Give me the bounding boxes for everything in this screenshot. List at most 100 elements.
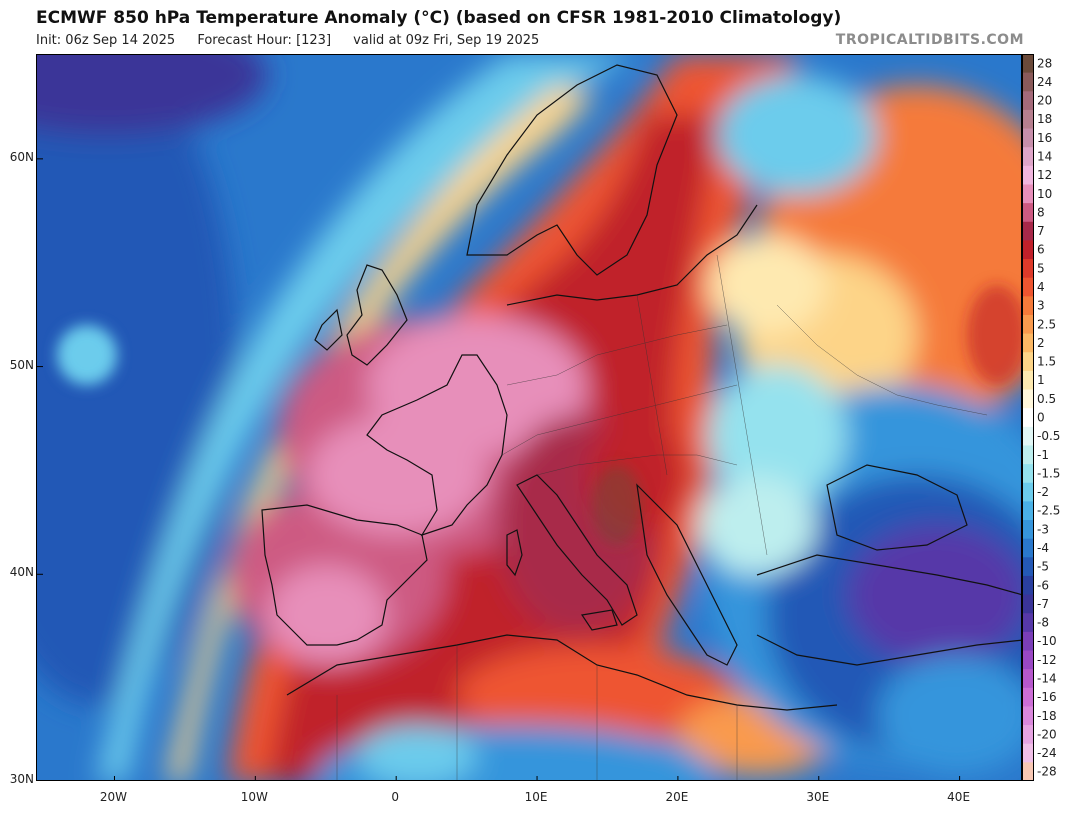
- colorbar-label: 14: [1037, 150, 1052, 164]
- colorbar: 28 24 20 18 16 14 12 10 8 7 6 5 4 3 2.5 2 1.5 1 0.5 0 -0.5 -1…: [1022, 54, 1080, 781]
- colorbar-label: 16: [1037, 131, 1052, 145]
- colorbar-swatch: [1022, 501, 1034, 521]
- colorbar-swatch: [1022, 277, 1034, 297]
- colorbar-label: -12: [1037, 653, 1057, 667]
- colorbar-swatch: [1022, 725, 1034, 745]
- colorbar-swatch: [1022, 706, 1034, 726]
- colorbar-label: 7: [1037, 224, 1045, 238]
- colorbar-label: -3: [1037, 522, 1049, 536]
- init-time: Init: 06z Sep 14 2025: [36, 33, 176, 48]
- graticule-ticks: [37, 158, 961, 780]
- lon-label-10w: 10W: [240, 790, 268, 804]
- lon-label-10e: 10E: [524, 790, 548, 804]
- colorbar-label: -14: [1037, 671, 1057, 685]
- lon-label-0: 0: [391, 790, 399, 804]
- colorbar-swatch: [1022, 333, 1034, 353]
- colorbar-label: -4: [1037, 541, 1049, 555]
- chart-subtitle: Init: 06z Sep 14 2025 Forecast Hour: [12…: [36, 33, 557, 48]
- colorbar-label: -20: [1037, 727, 1057, 741]
- colorbar-label: 24: [1037, 75, 1052, 89]
- colorbar-swatch: [1022, 538, 1034, 558]
- colorbar-swatch: [1022, 687, 1034, 707]
- colorbar-swatch: [1022, 631, 1034, 652]
- colorbar-label: -16: [1037, 690, 1057, 704]
- colorbar-swatch: [1022, 296, 1034, 316]
- anomaly-map: [36, 54, 1022, 781]
- lon-label-20w: 20W: [99, 790, 128, 804]
- colorbar-label: 0: [1037, 411, 1045, 425]
- colorbar-label: 28: [1037, 56, 1052, 70]
- lat-label-40n: 40N: [9, 565, 34, 580]
- colorbar-label: -2.5: [1037, 504, 1060, 518]
- colorbar-label: 12: [1037, 168, 1052, 182]
- lat-label-50n: 50N: [9, 357, 34, 372]
- colorbar-label: -1.5: [1037, 466, 1060, 480]
- colorbar-label: 18: [1037, 112, 1052, 126]
- colorbar-label: 0.5: [1037, 392, 1056, 406]
- colorbar-label: 2: [1037, 336, 1045, 350]
- colorbar-swatch: [1022, 445, 1034, 465]
- colorbar-swatch: [1022, 109, 1034, 130]
- colorbar-label: -7: [1037, 597, 1049, 611]
- field-blobs: [37, 55, 1021, 780]
- colorbar-swatch: [1022, 203, 1034, 223]
- colorbar-swatch: [1022, 669, 1034, 689]
- colorbar-swatch: [1022, 370, 1034, 391]
- colorbar-swatch: [1022, 594, 1034, 614]
- colorbar-swatch: [1022, 352, 1034, 372]
- colorbar-label: 10: [1037, 187, 1052, 201]
- forecast-hour: Forecast Hour: [123]: [197, 33, 332, 48]
- colorbar-label: -2: [1037, 485, 1049, 499]
- colorbar-swatch: [1022, 464, 1034, 484]
- site-credit: TROPICALTIDBITS.COM: [835, 32, 1024, 48]
- colorbar-swatch: [1022, 314, 1034, 335]
- lon-label-40e: 40E: [947, 790, 971, 804]
- lat-label-60n: 60N: [9, 149, 34, 164]
- colorbar-swatch: [1022, 426, 1034, 446]
- colorbar-swatch: [1022, 91, 1034, 111]
- colorbar-swatch: [1022, 184, 1034, 204]
- country-borders: [336, 254, 988, 780]
- colorbar-label: 1: [1037, 373, 1045, 387]
- colorbar-swatch: [1022, 147, 1034, 167]
- colorbar-swatch: [1022, 613, 1034, 633]
- colorbar-swatch: [1022, 520, 1034, 540]
- colorbar-label: -24: [1037, 746, 1057, 760]
- valid-time: valid at 09z Fri, Sep 19 2025: [353, 33, 540, 48]
- colorbar-label: 4: [1037, 280, 1045, 294]
- colorbar-label: -8: [1037, 616, 1049, 630]
- anomaly-field: [37, 55, 1021, 780]
- colorbar-label: -18: [1037, 709, 1057, 723]
- colorbar-swatch: [1022, 72, 1034, 92]
- colorbar-swatch: [1022, 259, 1034, 279]
- lon-label-20e: 20E: [665, 790, 689, 804]
- colorbar-label: 20: [1037, 94, 1052, 108]
- colorbar-label: 2.5: [1037, 317, 1056, 331]
- colorbar-label: 1.5: [1037, 355, 1056, 369]
- colorbar-swatch: [1022, 54, 1034, 74]
- colorbar-swatch: [1022, 575, 1034, 596]
- colorbar-swatch: [1022, 128, 1034, 148]
- colorbar-swatch: [1022, 389, 1034, 409]
- colorbar-swatch: [1022, 165, 1034, 185]
- lon-label-30e: 30E: [806, 790, 830, 804]
- colorbar-swatch: [1022, 557, 1034, 577]
- colorbar-label: -10: [1037, 634, 1057, 648]
- lat-label-30n: 30N: [9, 772, 34, 786]
- colorbar-swatch: [1022, 221, 1034, 241]
- colorbar-label: -6: [1037, 578, 1049, 592]
- colorbar-swatch: [1022, 650, 1034, 670]
- coastlines: [261, 64, 1021, 711]
- colorbar-label: -28: [1037, 765, 1057, 779]
- colorbar-label: 8: [1037, 205, 1045, 219]
- colorbar-swatch: [1022, 408, 1034, 428]
- colorbar-border: [1022, 54, 1034, 781]
- colorbar-label: 3: [1037, 299, 1045, 313]
- colorbar-swatch: [1022, 743, 1034, 763]
- colorbar-label: -0.5: [1037, 429, 1060, 443]
- colorbar-swatch: [1022, 762, 1034, 781]
- colorbar-swatch: [1022, 482, 1034, 502]
- colorbar-label: 5: [1037, 261, 1045, 275]
- colorbar-scale: 28 24 20 18 16 14 12 10 8 7 6 5 4 3 2.5 2 1.5 1 0.5 0 -0.5 -1…: [1022, 54, 1060, 781]
- colorbar-label: -1: [1037, 448, 1049, 462]
